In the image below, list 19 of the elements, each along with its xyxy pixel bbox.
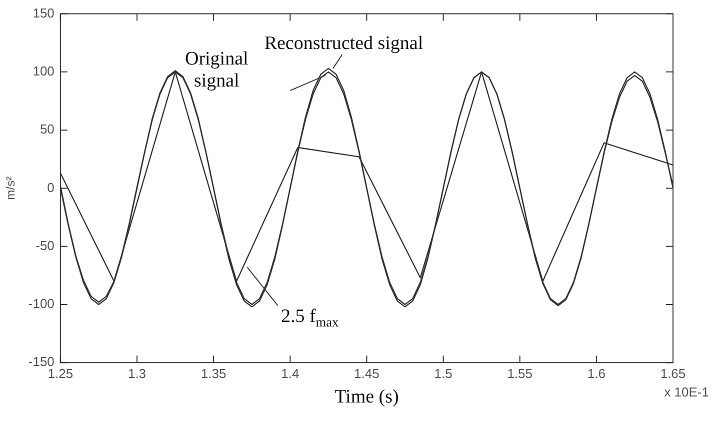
series-label: Original signal: [184, 48, 248, 92]
y-tick-label: -50: [36, 238, 54, 253]
text: x 10E-1: [664, 384, 709, 400]
y-tick-label: 100: [32, 64, 54, 79]
y-tick-label: -100: [28, 296, 54, 312]
legend-label: Reconstructed signal: [264, 33, 424, 54]
x-tick-label: 1.35: [200, 366, 226, 381]
x-tick-label: 1.6: [587, 366, 606, 381]
x-tick-label: 1.4: [281, 366, 300, 381]
y-tick-label: 0: [47, 180, 54, 195]
y-tick-label: 150: [32, 5, 54, 20]
x-tick-label: 1.5: [434, 366, 452, 381]
x-tick-label: 1.45: [354, 366, 380, 381]
x-tick-label: 1.65: [660, 366, 686, 381]
y-axis-title: m/s²: [4, 176, 18, 200]
y-tick-label: 50: [40, 122, 54, 137]
x-tick-label: 1.3: [128, 366, 146, 381]
x-axis-title: Time (s): [334, 386, 399, 408]
x-tick-label: 1.55: [507, 366, 533, 381]
